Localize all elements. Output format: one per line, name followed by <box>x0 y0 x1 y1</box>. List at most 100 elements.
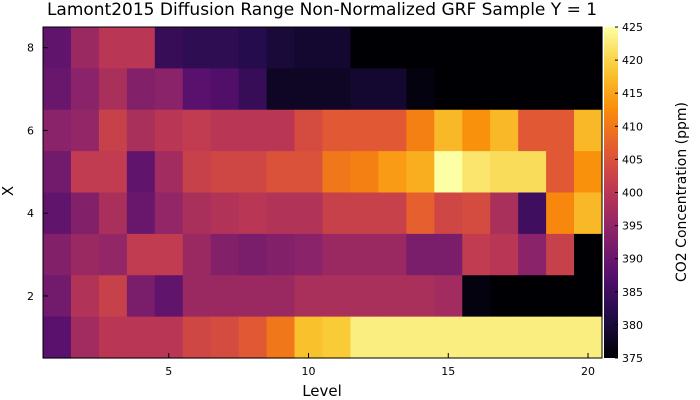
heatmap-cell <box>350 27 379 69</box>
heatmap-cell <box>434 233 463 276</box>
heatmap-cell <box>70 151 100 194</box>
heatmap-cell <box>210 316 240 359</box>
colorbar-tick-label: 395 <box>622 220 643 233</box>
heatmap-cell <box>350 233 379 276</box>
heatmap-cell <box>462 192 491 235</box>
heatmap-cell <box>70 109 100 152</box>
colorbar-tick-label: 380 <box>622 319 643 332</box>
heatmap-cell <box>574 316 603 359</box>
heatmap-cell <box>210 109 240 152</box>
heatmap-cells <box>43 27 603 359</box>
heatmap-cell <box>350 275 379 318</box>
heatmap-cell <box>266 316 296 359</box>
heatmap-cell <box>350 151 379 194</box>
heatmap-cell <box>294 233 324 276</box>
heatmap-cell <box>406 275 435 318</box>
heatmap-cell <box>574 27 603 69</box>
heatmap-cell <box>210 68 240 111</box>
heatmap-cell <box>434 27 463 69</box>
heatmap-cell <box>350 68 379 111</box>
heatmap-cell <box>126 27 156 69</box>
heatmap-cell <box>434 68 463 111</box>
heatmap-cell <box>126 192 156 235</box>
heatmap-cell <box>406 151 435 194</box>
heatmap-cell <box>182 109 212 152</box>
heatmap-cell <box>294 275 324 318</box>
heatmap-cell <box>238 192 268 235</box>
heatmap-cell <box>98 151 128 194</box>
heatmap-cell <box>462 27 491 69</box>
heatmap-cell <box>574 275 603 318</box>
plot-frame <box>42 26 603 359</box>
heatmap-cell <box>294 151 324 194</box>
chart-title: Lamont2015 Diffusion Range Non-Normalize… <box>47 0 597 20</box>
heatmap-cell <box>518 27 547 69</box>
heatmap-cell <box>43 316 72 359</box>
heatmap-cell <box>378 68 407 111</box>
heatmap-cell <box>378 27 407 69</box>
heatmap-cell <box>322 109 352 152</box>
heatmap-cell <box>126 316 156 359</box>
heatmap-cell <box>98 233 128 276</box>
heatmap-cell <box>182 275 212 318</box>
heatmap-cell <box>462 68 491 111</box>
heatmap-cell <box>182 68 212 111</box>
heatmap-cell <box>70 316 100 359</box>
heatmap-cell <box>43 151 72 194</box>
heatmap-cell <box>574 151 603 194</box>
heatmap-cell <box>546 109 575 152</box>
heatmap-cell <box>378 192 407 235</box>
x-axis-label: Level <box>302 382 342 400</box>
heatmap-cell <box>43 233 72 276</box>
heatmap-cell <box>182 151 212 194</box>
heatmap-cell <box>70 27 100 69</box>
heatmap-cell <box>518 233 547 276</box>
colorbar <box>604 27 618 358</box>
heatmap-cell <box>266 109 296 152</box>
heatmap-cell <box>182 316 212 359</box>
heatmap-cell <box>98 316 128 359</box>
heatmap-cell <box>322 233 352 276</box>
heatmap-cell <box>70 68 100 111</box>
colorbar-tick-label: 420 <box>622 54 643 67</box>
heatmap-cell <box>98 27 128 69</box>
heatmap-cell <box>490 68 519 111</box>
heatmap-cell <box>490 275 519 318</box>
heatmap-cell <box>350 192 379 235</box>
y-tick-label: 2 <box>27 290 34 303</box>
heatmap-cell <box>238 27 268 69</box>
colorbar-tick-label: 405 <box>622 153 643 166</box>
heatmap-cell <box>154 68 184 111</box>
heatmap-cell <box>490 233 519 276</box>
heatmap-cell <box>126 109 156 152</box>
colorbar-tick-label: 415 <box>622 87 643 100</box>
x-tick-label: 5 <box>165 365 172 378</box>
heatmap-cell <box>182 192 212 235</box>
heatmap-cell <box>490 316 519 359</box>
heatmap-cell <box>126 68 156 111</box>
heatmap-cell <box>43 68 72 111</box>
heatmap-cell <box>154 27 184 69</box>
heatmap-cell <box>406 233 435 276</box>
heatmap-cell <box>406 109 435 152</box>
x-tick-label: 20 <box>581 365 595 378</box>
heatmap-cell <box>210 275 240 318</box>
heatmap-cell <box>490 151 519 194</box>
heatmap-cell <box>462 316 491 359</box>
heatmap-cell <box>406 68 435 111</box>
x-tick-label: 15 <box>441 365 455 378</box>
heatmap-cell <box>154 109 184 152</box>
heatmap-cell <box>210 151 240 194</box>
heatmap-cell <box>126 233 156 276</box>
heatmap-cell <box>434 275 463 318</box>
x-tick-label: 10 <box>302 365 316 378</box>
heatmap-cell <box>462 109 491 152</box>
heatmap-cell <box>98 109 128 152</box>
colorbar-tick-label: 410 <box>622 120 643 133</box>
heatmap-cell <box>182 233 212 276</box>
heatmap-cell <box>238 68 268 111</box>
heatmap-cell <box>294 27 324 69</box>
y-tick-label: 4 <box>27 207 34 220</box>
heatmap-cell <box>322 275 352 318</box>
heatmap-cell <box>322 151 352 194</box>
